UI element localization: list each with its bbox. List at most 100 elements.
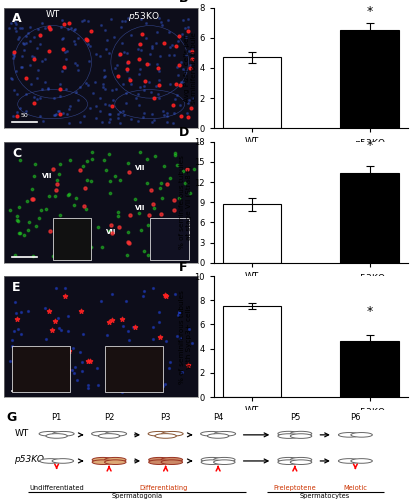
Point xyxy=(57,248,64,256)
Point xyxy=(81,202,88,210)
Point xyxy=(83,205,90,213)
Ellipse shape xyxy=(149,458,170,462)
Point xyxy=(183,33,189,41)
Point xyxy=(121,110,127,118)
Point xyxy=(106,318,112,326)
Point xyxy=(35,24,42,32)
Point xyxy=(151,152,158,160)
Text: VII: VII xyxy=(106,230,116,235)
Point xyxy=(159,382,166,390)
Point xyxy=(119,315,125,323)
Point xyxy=(185,48,192,56)
Text: VII: VII xyxy=(42,172,52,178)
Ellipse shape xyxy=(162,432,183,436)
Point xyxy=(99,80,106,88)
Point xyxy=(152,223,158,231)
Point xyxy=(59,66,66,74)
Point xyxy=(185,96,192,104)
Point xyxy=(9,336,15,344)
Point xyxy=(67,156,73,164)
Point xyxy=(30,252,36,260)
Point xyxy=(182,179,188,187)
Point xyxy=(57,92,63,100)
Point xyxy=(161,39,168,47)
Point xyxy=(30,99,37,107)
Point xyxy=(159,194,165,202)
Point xyxy=(157,352,163,360)
Text: WT: WT xyxy=(45,10,60,19)
Point xyxy=(91,78,98,86)
Point xyxy=(72,25,78,33)
Point xyxy=(123,59,130,67)
Point xyxy=(77,348,83,356)
Point xyxy=(79,368,86,376)
Point xyxy=(19,38,26,46)
Point xyxy=(37,32,44,40)
Point xyxy=(71,37,77,45)
Point xyxy=(75,66,81,74)
Point xyxy=(63,55,69,63)
Bar xyxy=(222,306,281,397)
Point xyxy=(12,309,19,317)
Bar xyxy=(53,218,91,260)
Point xyxy=(180,167,186,175)
Point xyxy=(46,24,53,32)
Point xyxy=(19,63,25,71)
Point xyxy=(145,251,151,259)
Point xyxy=(83,35,89,43)
Ellipse shape xyxy=(213,460,235,464)
Point xyxy=(47,227,53,235)
Point xyxy=(187,61,193,69)
Point xyxy=(14,216,21,224)
Point xyxy=(157,210,164,218)
Point xyxy=(28,52,35,60)
Text: p53KO: p53KO xyxy=(14,454,44,464)
Point xyxy=(85,81,92,89)
Point xyxy=(151,94,158,102)
Point xyxy=(171,150,178,158)
Point xyxy=(63,110,70,118)
Point xyxy=(31,32,37,40)
Point xyxy=(153,28,160,36)
Point xyxy=(174,92,180,100)
Point xyxy=(37,31,43,39)
Point xyxy=(127,76,133,84)
Point xyxy=(106,118,112,126)
Point xyxy=(6,24,12,32)
Point xyxy=(98,20,105,28)
Point xyxy=(36,112,43,120)
Bar xyxy=(12,346,70,392)
Point xyxy=(124,67,130,75)
Point xyxy=(182,68,188,76)
Point xyxy=(60,63,67,71)
Point xyxy=(52,192,59,200)
Point xyxy=(145,220,152,228)
Point xyxy=(29,195,36,203)
Text: *: * xyxy=(367,139,373,152)
Text: C: C xyxy=(12,146,21,160)
Point xyxy=(168,42,175,50)
Ellipse shape xyxy=(201,432,222,436)
Point xyxy=(39,85,45,93)
Point xyxy=(77,222,83,230)
Point xyxy=(61,20,67,28)
Point xyxy=(37,40,44,48)
Text: B: B xyxy=(179,0,188,5)
Point xyxy=(90,89,96,97)
Point xyxy=(54,180,61,188)
Point xyxy=(21,40,27,48)
Point xyxy=(150,334,156,342)
Point xyxy=(187,64,193,72)
Ellipse shape xyxy=(214,432,236,436)
Point xyxy=(178,58,185,66)
Point xyxy=(171,108,177,116)
Point xyxy=(180,16,187,24)
Point xyxy=(42,54,49,62)
Ellipse shape xyxy=(201,460,222,464)
Point xyxy=(140,292,146,300)
Point xyxy=(125,58,131,66)
Point xyxy=(14,325,21,333)
Point xyxy=(150,358,157,366)
Point xyxy=(139,30,146,38)
Ellipse shape xyxy=(213,458,235,462)
